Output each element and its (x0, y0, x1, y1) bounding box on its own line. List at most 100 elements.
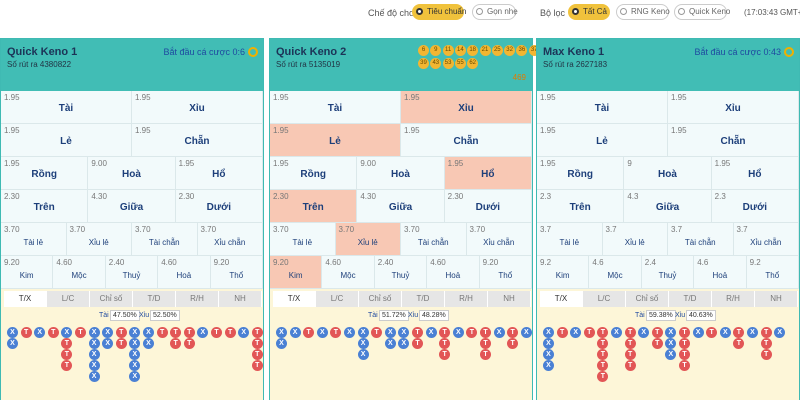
bet-cell[interactable]: 9.20 Thổ (479, 256, 532, 289)
bet-cell[interactable]: 9.00 Hoà (357, 157, 445, 190)
road-tab[interactable]: R/H (176, 291, 219, 307)
bet-cell[interactable]: 1.95 Chẵn (401, 124, 532, 157)
bet-cell[interactable]: 2.30 Trên (270, 190, 358, 223)
bet-cell[interactable]: 4.30 Giữa (357, 190, 445, 223)
bet-cell[interactable]: 2.30 Trên (1, 190, 89, 223)
filter-option[interactable]: Quick Keno (674, 4, 730, 20)
road-tab[interactable]: Chỉ số (359, 291, 402, 307)
bet-cell[interactable]: 1.95 Xỉu (132, 91, 263, 124)
bet-cell[interactable]: 1.95 Lẻ (1, 124, 132, 157)
road-tab[interactable]: Chỉ số (90, 291, 133, 307)
game-title[interactable]: Quick Keno 1 (7, 46, 78, 58)
bet-cell[interactable]: 3.70 Tài chẵn (401, 223, 467, 256)
road-tab[interactable]: R/H (445, 291, 488, 307)
road-tab[interactable]: Chỉ số (626, 291, 669, 307)
bet-cell[interactable]: 3.7 Tài lẻ (537, 223, 603, 256)
bet-cell[interactable]: 1.95 Xỉu (401, 91, 532, 124)
road-tab[interactable]: T/D (402, 291, 445, 307)
filter-option[interactable]: Tất Cả (568, 4, 610, 20)
bet-cell[interactable]: 2.3 Dưới (711, 190, 799, 223)
bet-cell[interactable]: 1.95 Chẵn (668, 124, 799, 157)
road-tab[interactable]: T/X (540, 291, 583, 307)
bet-cell[interactable]: 2.4 Thuỷ (641, 256, 695, 289)
game-title[interactable]: Max Keno 1 (543, 46, 605, 58)
bet-cell[interactable]: 2.40 Thuỷ (105, 256, 159, 289)
road-tab[interactable]: NH (755, 291, 798, 307)
bet-cell[interactable]: 3.7 Xỉu chẵn (733, 223, 799, 256)
mode-option[interactable]: Tiêu chuẩn (412, 4, 466, 20)
bet-cell[interactable]: 1.95 Rồng (1, 157, 89, 190)
bet-label: Giữa (655, 202, 680, 213)
game-title[interactable]: Quick Keno 2 (276, 46, 347, 58)
bet-cell[interactable]: 4.30 Giữa (88, 190, 176, 223)
bet-cell[interactable]: 1.95 Rồng (537, 157, 625, 190)
bet-odds: 1.95 (671, 93, 687, 102)
bet-cell[interactable]: 2.30 Dưới (175, 190, 263, 223)
bet-cell[interactable]: 3.70 Xỉu lẻ (66, 223, 132, 256)
bet-odds: 2.30 (178, 192, 195, 201)
road-tab[interactable]: L/C (47, 291, 90, 307)
bet-cell[interactable]: 9.00 Hoà (88, 157, 176, 190)
bet-cell[interactable]: 1.95 Rồng (270, 157, 358, 190)
bet-cell[interactable]: 3.70 Xỉu lẻ (335, 223, 401, 256)
road-bead: X (570, 327, 582, 338)
road-bead: T (439, 338, 451, 349)
bet-label: Mộc (71, 271, 87, 280)
draw-id: Số rút ra 2627183 (543, 60, 608, 69)
bet-cell[interactable]: 9.20 Thổ (210, 256, 263, 289)
bet-cell[interactable]: 2.40 Thuỷ (374, 256, 428, 289)
mode-option[interactable]: Gọn nhẹ (472, 4, 518, 20)
bet-cell[interactable]: 2.3 Trên (537, 190, 625, 223)
road-tab[interactable]: NH (488, 291, 531, 307)
bet-cell[interactable]: 1.95 Tài (1, 91, 132, 124)
road-tab[interactable]: R/H (712, 291, 755, 307)
bet-cell[interactable]: 4.60 Hoả (427, 256, 480, 289)
road-tab[interactable]: T/X (4, 291, 47, 307)
road-tab[interactable]: L/C (583, 291, 626, 307)
bet-cell[interactable]: 1.95 Xỉu (668, 91, 799, 124)
road-bead: T (651, 338, 663, 349)
bet-cell[interactable]: 3.7 Xỉu lẻ (602, 223, 668, 256)
result-ball: 62 (467, 58, 479, 69)
bet-label: Tài chẵn (148, 238, 180, 247)
bet-label: Tài lẻ (559, 238, 580, 247)
bet-cell[interactable]: 3.7 Tài chẵn (668, 223, 734, 256)
bet-cell[interactable]: 9.2 Thổ (746, 256, 799, 289)
road-tab[interactable]: T/D (669, 291, 712, 307)
bet-cell[interactable]: 1.95 Hổ (444, 157, 532, 190)
bet-cell[interactable]: 1.95 Hổ (175, 157, 263, 190)
bet-label: Tài lẻ (292, 238, 313, 247)
road-tab[interactable]: T/D (133, 291, 176, 307)
bet-cell[interactable]: 3.70 Tài chẵn (132, 223, 198, 256)
filter-option[interactable]: RNG Keno (616, 4, 670, 20)
bet-cell[interactable]: 3.70 Xỉu chẵn (197, 223, 263, 256)
bet-cell[interactable]: 4.6 Mộc (589, 256, 642, 289)
bet-cell[interactable]: 1.95 Chẵn (132, 124, 263, 157)
bet-cell[interactable]: 9 Hoà (624, 157, 712, 190)
bet-cell[interactable]: 4.6 Hoả (694, 256, 747, 289)
bet-cell[interactable]: 4.3 Giữa (624, 190, 712, 223)
bet-cell[interactable]: 2.30 Dưới (444, 190, 532, 223)
bet-cell[interactable]: 4.60 Mộc (322, 256, 375, 289)
road-tab[interactable]: L/C (316, 291, 359, 307)
bet-cell[interactable]: 3.70 Tài lẻ (270, 223, 336, 256)
bet-odds: 4.6 (697, 258, 709, 267)
bet-cell[interactable]: 4.60 Mộc (53, 256, 106, 289)
bet-cell[interactable]: 1.95 Lẻ (537, 124, 668, 157)
bet-odds: 3.70 (469, 225, 486, 234)
game-panel: Max Keno 1 Số rút ra 2627183 Bắt đầu cá cư… (536, 38, 800, 400)
road-tab[interactable]: NH (219, 291, 262, 307)
bet-cell[interactable]: 1.95 Hổ (711, 157, 799, 190)
bet-cell[interactable]: 1.95 Lẻ (270, 124, 401, 157)
bet-cell[interactable]: 9.20 Kim (270, 256, 323, 289)
bet-cell[interactable]: 9.20 Kim (1, 256, 54, 289)
bet-odds: 3.70 (404, 225, 420, 234)
road-tab[interactable]: T/X (273, 291, 316, 307)
bet-label: Chẵn (184, 136, 210, 147)
bet-cell[interactable]: 3.70 Tài lẻ (1, 223, 67, 256)
bet-cell[interactable]: 9.2 Kim (537, 256, 590, 289)
bet-cell[interactable]: 1.95 Tài (537, 91, 668, 124)
bet-cell[interactable]: 1.95 Tài (270, 91, 401, 124)
bet-cell[interactable]: 3.70 Xỉu chẵn (466, 223, 532, 256)
bet-cell[interactable]: 4.60 Hoả (158, 256, 211, 289)
